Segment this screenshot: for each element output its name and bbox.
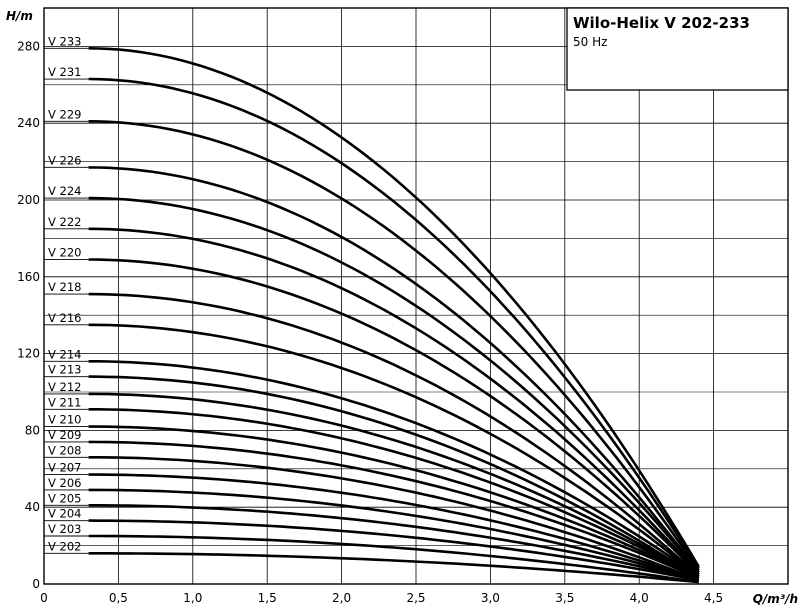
curve-v-220 bbox=[88, 258, 700, 576]
x-tick-label: 0 bbox=[40, 591, 48, 605]
y-axis-title: H/m bbox=[6, 9, 33, 23]
x-tick-label: 1,5 bbox=[258, 591, 277, 605]
x-tick-label: 2,5 bbox=[406, 591, 425, 605]
curve-v-210 bbox=[88, 425, 700, 580]
series-label: V 211 bbox=[48, 395, 81, 409]
series-label: V 204 bbox=[48, 507, 81, 521]
curve-v-202 bbox=[88, 551, 699, 584]
title-box-frame bbox=[566, 7, 789, 91]
x-tick-labels: 0 0,5 1,0 1,5 2,0 2,5 3,0 3,5 4,0 4,5 bbox=[40, 591, 723, 605]
curve-v-213 bbox=[88, 375, 700, 580]
curve-v-222 bbox=[88, 227, 700, 576]
series-label: V 216 bbox=[48, 311, 81, 325]
y-tick-label: 200 bbox=[17, 193, 40, 207]
series-label: V 224 bbox=[48, 184, 81, 198]
curve-v-216 bbox=[88, 323, 700, 578]
x-tick-label: 1,0 bbox=[183, 591, 202, 605]
series-label: V 210 bbox=[48, 413, 81, 427]
curve-v-207 bbox=[88, 473, 700, 582]
x-axis-title: Q/m³/h bbox=[753, 592, 798, 606]
series-label: V 207 bbox=[48, 461, 81, 475]
y-tick-label: 280 bbox=[17, 39, 40, 53]
curve-v-203 bbox=[88, 534, 699, 584]
y-tick-label: 0 bbox=[32, 577, 40, 591]
series-label: V 212 bbox=[48, 380, 81, 394]
curve-v-204 bbox=[88, 519, 699, 582]
x-tick-label: 0,5 bbox=[109, 591, 128, 605]
curve-v-205 bbox=[88, 503, 700, 582]
chart-title: Wilo-Helix V 202-233 bbox=[573, 14, 750, 32]
series-label: V 203 bbox=[48, 522, 81, 536]
curve-v-218 bbox=[88, 292, 700, 578]
curves bbox=[88, 47, 700, 584]
series-label: V 231 bbox=[48, 65, 81, 79]
series-label: V 205 bbox=[48, 491, 81, 505]
x-tick-label: 4,0 bbox=[630, 591, 649, 605]
series-label: V 213 bbox=[48, 363, 81, 377]
curve-v-208 bbox=[88, 455, 700, 582]
series-label: V 214 bbox=[48, 347, 81, 361]
curve-v-212 bbox=[88, 392, 700, 580]
y-tick-labels: 0 40 80 120 160 200 240 280 bbox=[17, 39, 40, 591]
y-tick-label: 240 bbox=[17, 116, 40, 130]
y-tick-label: 120 bbox=[17, 347, 40, 361]
curve-v-214 bbox=[88, 359, 700, 578]
series-label: V 229 bbox=[48, 107, 81, 121]
curve-v-231 bbox=[88, 77, 700, 570]
x-tick-label: 2,0 bbox=[332, 591, 351, 605]
y-tick-label: 80 bbox=[25, 423, 40, 437]
curve-v-209 bbox=[88, 440, 700, 580]
series-label: V 209 bbox=[48, 428, 81, 442]
plot-frame bbox=[43, 7, 789, 585]
x-tick-label: 3,0 bbox=[481, 591, 500, 605]
curve-v-229 bbox=[88, 120, 700, 572]
series-label: V 218 bbox=[48, 280, 81, 294]
grid bbox=[44, 8, 788, 584]
x-tick-label: 3,5 bbox=[555, 591, 574, 605]
series-label: V 206 bbox=[48, 476, 81, 490]
chart-subtitle: 50 Hz bbox=[573, 35, 607, 49]
x-tick-label: 4,5 bbox=[704, 591, 723, 605]
series-label: V 220 bbox=[48, 246, 81, 260]
curve-v-226 bbox=[88, 166, 700, 574]
title-box: Wilo-Helix V 202-233 50 Hz bbox=[566, 7, 789, 91]
series-label: V 226 bbox=[48, 153, 81, 167]
y-tick-label: 160 bbox=[17, 270, 40, 284]
curve-v-233 bbox=[88, 47, 700, 568]
series-label: V 208 bbox=[48, 443, 81, 457]
series-label: V 222 bbox=[48, 215, 81, 229]
curve-v-211 bbox=[88, 407, 700, 580]
series-label: V 202 bbox=[48, 539, 81, 553]
series-label: V 233 bbox=[48, 34, 81, 48]
curve-v-206 bbox=[88, 488, 700, 582]
y-tick-label: 40 bbox=[25, 500, 40, 514]
curve-v-224 bbox=[88, 196, 700, 574]
